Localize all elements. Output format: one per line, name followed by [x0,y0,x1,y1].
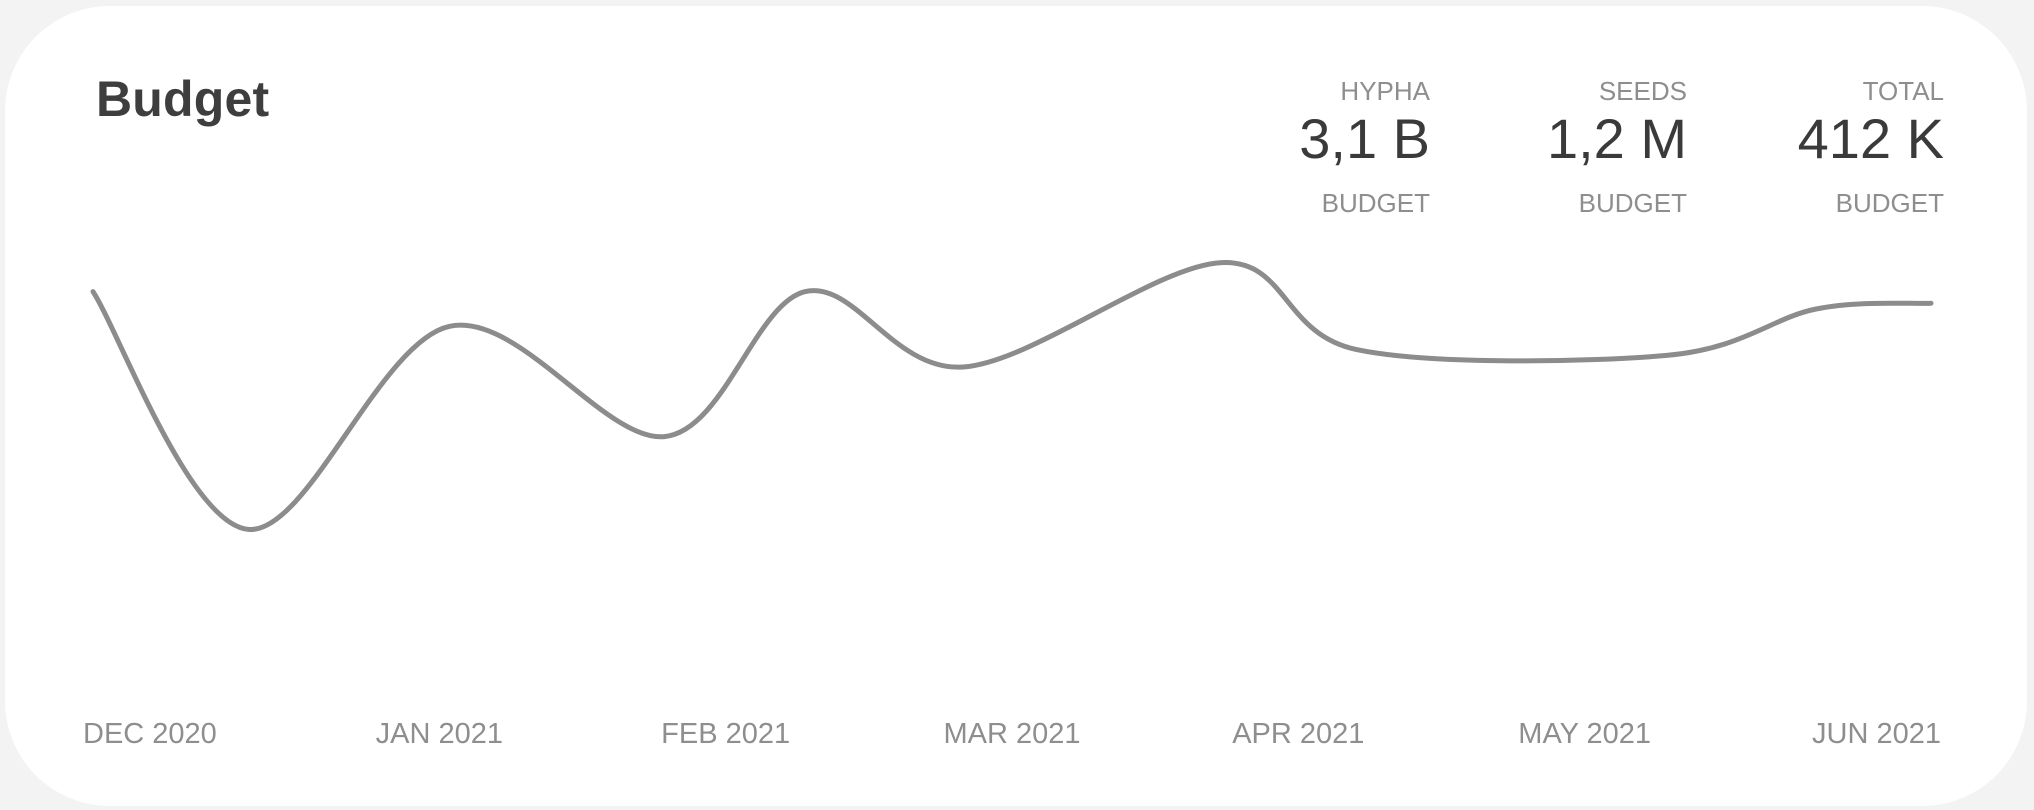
x-tick-label: MAY 2021 [1518,718,1651,750]
stats-summary: HYPHA 3,1 B BUDGET SEEDS 1,2 M BUDGET TO… [5,76,2027,236]
x-tick-label: JAN 2021 [376,718,503,750]
x-tick-label: DEC 2020 [83,718,217,750]
x-tick-label: FEB 2021 [661,718,790,750]
x-tick-label: MAR 2021 [943,718,1080,750]
stat-value: 3,1 B [1299,107,1430,170]
stat-sublabel: BUDGET [1835,188,1944,218]
stat-value: 1,2 M [1546,107,1687,170]
stat-label: HYPHA [1340,76,1430,106]
budget-card: Budget HYPHA 3,1 B BUDGET SEEDS 1,2 M BU… [5,6,2027,806]
stat-hypha: HYPHA 3,1 B BUDGET [1210,76,1430,218]
stat-value: 412 K [1797,107,1944,170]
stat-label: SEEDS [1598,76,1687,106]
card-title: Budget [96,71,270,127]
stat-label: TOTAL [1862,76,1944,106]
series-line [90,260,1934,532]
x-tick-label: APR 2021 [1232,718,1364,750]
stat-total: TOTAL 412 K BUDGET [1724,76,1944,218]
x-tick-label: JUN 2021 [1812,718,1941,750]
stat-sublabel: BUDGET [1578,188,1687,218]
stat-seeds: SEEDS 1,2 M BUDGET [1467,76,1687,218]
stat-sublabel: BUDGET [1321,188,1430,218]
